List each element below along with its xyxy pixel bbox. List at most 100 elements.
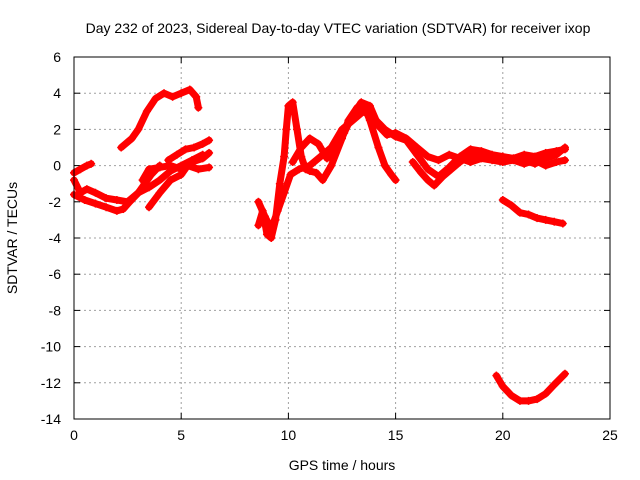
data-point xyxy=(292,125,301,134)
data-point xyxy=(492,371,501,380)
data-point xyxy=(177,170,186,179)
data-point xyxy=(286,170,295,179)
series-trace-a xyxy=(70,159,96,177)
data-point xyxy=(374,121,383,130)
data-point xyxy=(423,152,432,161)
data-point xyxy=(558,219,567,228)
data-point xyxy=(295,165,304,174)
data-point xyxy=(82,185,91,194)
plot-frame xyxy=(73,56,611,420)
data-point xyxy=(134,125,143,134)
data-point xyxy=(541,215,550,224)
data-point xyxy=(455,157,464,166)
x-tick-label: 25 xyxy=(602,427,618,443)
data-point xyxy=(391,176,400,185)
x-tick-label: 5 xyxy=(177,427,185,443)
data-point xyxy=(365,101,374,110)
data-point xyxy=(185,85,194,94)
data-point xyxy=(190,143,199,152)
data-point xyxy=(402,134,411,143)
data-point xyxy=(533,395,542,404)
data-point xyxy=(541,161,550,170)
data-point xyxy=(348,110,357,119)
y-tick-labels: -14 -12 -10 -8 -6 -4 -2 0 2 4 6 xyxy=(41,49,61,427)
data-point xyxy=(280,152,289,161)
data-point xyxy=(509,154,518,163)
data-point xyxy=(284,101,293,110)
data-point xyxy=(155,176,164,185)
data-point xyxy=(155,188,164,197)
data-point xyxy=(327,161,336,170)
data-point xyxy=(552,150,561,159)
data-point xyxy=(507,201,516,210)
data-point xyxy=(112,206,121,215)
y-tick-label: 4 xyxy=(53,85,61,101)
data-point xyxy=(541,389,550,398)
data-point xyxy=(359,107,368,116)
data-point xyxy=(477,152,486,161)
data-point xyxy=(524,396,533,405)
data-point xyxy=(550,380,559,389)
data-point xyxy=(322,154,331,163)
data-point xyxy=(314,139,323,148)
x-tick-labels: 0 5 10 15 20 25 xyxy=(70,427,618,443)
series-trace-m xyxy=(492,369,569,405)
data-point xyxy=(380,161,389,170)
data-point xyxy=(267,224,276,233)
data-point xyxy=(145,183,154,192)
data-point xyxy=(91,199,100,208)
data-point xyxy=(254,197,263,206)
data-point xyxy=(515,396,524,405)
data-point xyxy=(391,129,400,138)
data-point xyxy=(260,212,269,221)
data-point xyxy=(82,161,91,170)
data-point xyxy=(408,157,417,166)
data-point xyxy=(102,203,111,212)
data-point xyxy=(413,143,422,152)
data-point xyxy=(520,156,529,165)
data-point xyxy=(117,143,126,152)
data-point xyxy=(91,188,100,197)
y-tick-label: -10 xyxy=(41,339,61,355)
data-point xyxy=(297,143,306,152)
data-point xyxy=(288,98,297,107)
y-tick-label: -12 xyxy=(41,375,61,391)
data-point xyxy=(498,382,507,391)
data-point xyxy=(273,206,282,215)
data-point xyxy=(164,156,173,165)
data-point xyxy=(560,143,569,152)
data-point xyxy=(305,161,314,170)
data-point xyxy=(142,107,151,116)
data-point xyxy=(198,139,207,148)
data-point xyxy=(423,176,432,185)
data-point xyxy=(357,98,366,107)
data-point xyxy=(145,165,154,174)
data-point xyxy=(205,148,214,157)
data-point xyxy=(305,134,314,143)
data-point xyxy=(183,161,192,170)
x-tick-label: 0 xyxy=(70,427,78,443)
data-point xyxy=(181,145,190,154)
series-trace-k xyxy=(408,143,569,190)
data-point xyxy=(145,203,154,212)
series-line xyxy=(70,160,95,177)
data-point xyxy=(515,208,524,217)
data-point xyxy=(172,150,181,159)
data-point xyxy=(560,369,569,378)
data-point xyxy=(552,157,561,166)
data-point xyxy=(533,214,542,223)
data-point xyxy=(87,159,96,168)
series-trace-l xyxy=(498,195,567,228)
series-trace-f xyxy=(145,161,214,212)
data-point xyxy=(160,89,169,98)
data-point xyxy=(447,165,456,174)
data-point xyxy=(205,163,214,172)
y-tick-label: 6 xyxy=(53,49,61,65)
data-point xyxy=(466,150,475,159)
data-point xyxy=(194,165,203,174)
data-point xyxy=(205,136,214,145)
data-point xyxy=(275,179,284,188)
data-point xyxy=(507,391,516,400)
data-point xyxy=(318,176,327,185)
y-tick-label: 0 xyxy=(53,158,61,174)
